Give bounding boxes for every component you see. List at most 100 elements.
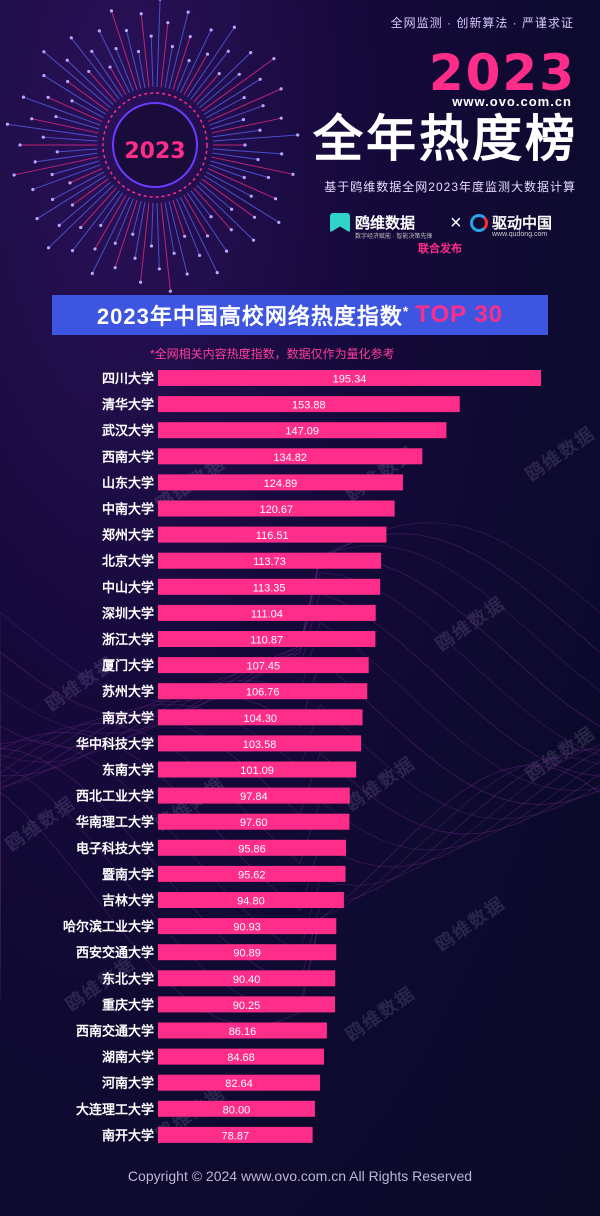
- bar: [158, 448, 423, 465]
- wave-line: [0, 557, 600, 786]
- bar: [158, 1048, 324, 1065]
- tagline: 全网监测 · 创新算法 · 严谨求证: [390, 16, 574, 30]
- burst-ray: [156, 0, 161, 88]
- burst-dot: [31, 187, 35, 192]
- burst-ray: [52, 171, 105, 200]
- value-label: 80.00: [223, 1104, 251, 1116]
- burst-ray: [212, 129, 261, 138]
- burst-dot: [251, 238, 256, 242]
- category-label: 武汉大学: [102, 423, 154, 439]
- burst-dot: [215, 271, 219, 275]
- burst-ray: [207, 168, 276, 200]
- burst-ray: [209, 105, 264, 126]
- burst-ray: [150, 36, 154, 88]
- burst-dot: [226, 49, 230, 53]
- burst-ray: [164, 46, 173, 88]
- burst-ray: [23, 96, 101, 126]
- burst-ray: [43, 51, 111, 109]
- value-label: 153.88: [292, 400, 326, 412]
- category-label: 西北工业大学: [76, 789, 154, 805]
- burst-ray: [199, 73, 240, 109]
- burst-ray: [55, 116, 100, 130]
- bar: [158, 422, 447, 439]
- category-label: 西南交通大学: [76, 1024, 154, 1040]
- burst-ray: [199, 181, 232, 210]
- bar-chart: 四川大学 195.34 清华大学 153.88 武汉大学 147.09 西南大学 134.82…: [0, 370, 600, 1144]
- burst-ray: [211, 117, 282, 134]
- category-label: 暨南大学: [102, 867, 154, 883]
- burst-dot: [232, 25, 237, 29]
- subtitle: 基于鸥维数据全网2023年度监测大数据计算: [324, 180, 576, 194]
- bar: [158, 918, 337, 935]
- category-label: 华南理工大学: [76, 815, 154, 831]
- cross-icon: ×: [450, 212, 462, 234]
- category-label: 哈尔滨工业大学: [63, 919, 154, 935]
- category-label: 西南大学: [102, 449, 154, 465]
- burst-dot: [90, 49, 94, 53]
- bar: [158, 657, 369, 674]
- qudong-logo-icon: [470, 213, 488, 232]
- burst-dot: [237, 72, 241, 76]
- burst-year-label: 2023: [124, 139, 185, 164]
- burst-dot: [258, 77, 262, 81]
- burst-ray: [70, 37, 120, 100]
- burst-ray: [94, 194, 127, 250]
- burst-dot: [168, 289, 172, 293]
- value-label: 90.40: [233, 974, 261, 986]
- burst-ray: [156, 202, 160, 269]
- burst-dot: [229, 228, 233, 232]
- category-label: 厦门大学: [102, 658, 154, 674]
- joint-release-label: 联合发布: [418, 243, 462, 255]
- burst-ray: [14, 156, 99, 176]
- value-label: 103.58: [243, 739, 277, 751]
- burst-ray: [209, 164, 245, 178]
- burst-ray: [138, 51, 146, 88]
- burst-ray: [196, 184, 254, 241]
- category-label: 苏州大学: [102, 684, 154, 700]
- burst-ray: [31, 118, 99, 134]
- burst-dot: [279, 116, 283, 120]
- burst-dot: [87, 69, 91, 74]
- burst-ray: [140, 13, 150, 88]
- burst-dot: [279, 87, 283, 91]
- bar: [158, 787, 350, 804]
- header-year: 2023: [428, 44, 576, 102]
- brand-qudong-logo: 驱动中国 www.qudong.com: [470, 212, 552, 238]
- burst-dot: [93, 247, 97, 251]
- value-label: 124.89: [264, 478, 298, 490]
- category-label: 清华大学: [102, 397, 154, 413]
- burst-ray: [88, 71, 117, 103]
- value-label: 104.30: [243, 713, 277, 725]
- burst-ray: [7, 123, 98, 138]
- burst-dot: [46, 95, 50, 100]
- burst-ray: [193, 187, 232, 231]
- burst-dot: [133, 256, 137, 260]
- burst-dot: [149, 244, 154, 248]
- category-label: 中山大学: [102, 580, 154, 596]
- burst-ray: [168, 201, 188, 275]
- burst-dot: [272, 56, 276, 61]
- banner-star: *: [402, 303, 410, 319]
- category-label: 山东大学: [102, 475, 154, 491]
- burst-ray: [183, 194, 208, 237]
- burst-dot: [249, 51, 253, 55]
- burst-dot: [70, 203, 75, 207]
- burst-ray: [211, 156, 294, 175]
- burst-ray: [67, 81, 109, 112]
- value-label: 107.45: [247, 661, 281, 673]
- bar: [158, 1126, 313, 1143]
- burst-dot: [183, 234, 187, 238]
- burst-ray: [187, 26, 235, 98]
- category-label: 北京大学: [102, 554, 154, 570]
- value-label: 82.64: [225, 1078, 253, 1090]
- brand-ovo-sub: 数字经济赋能 · 智能决策先锋: [355, 234, 433, 240]
- wave-line: [0, 571, 600, 804]
- bar: [158, 813, 350, 830]
- value-label: 134.82: [273, 452, 307, 464]
- burst-dot: [185, 272, 189, 276]
- burst-ray: [125, 30, 142, 89]
- burst-dot: [205, 234, 210, 238]
- burst-dot: [124, 28, 129, 33]
- burst-dot: [273, 197, 278, 201]
- category-label: 重庆大学: [102, 997, 154, 1013]
